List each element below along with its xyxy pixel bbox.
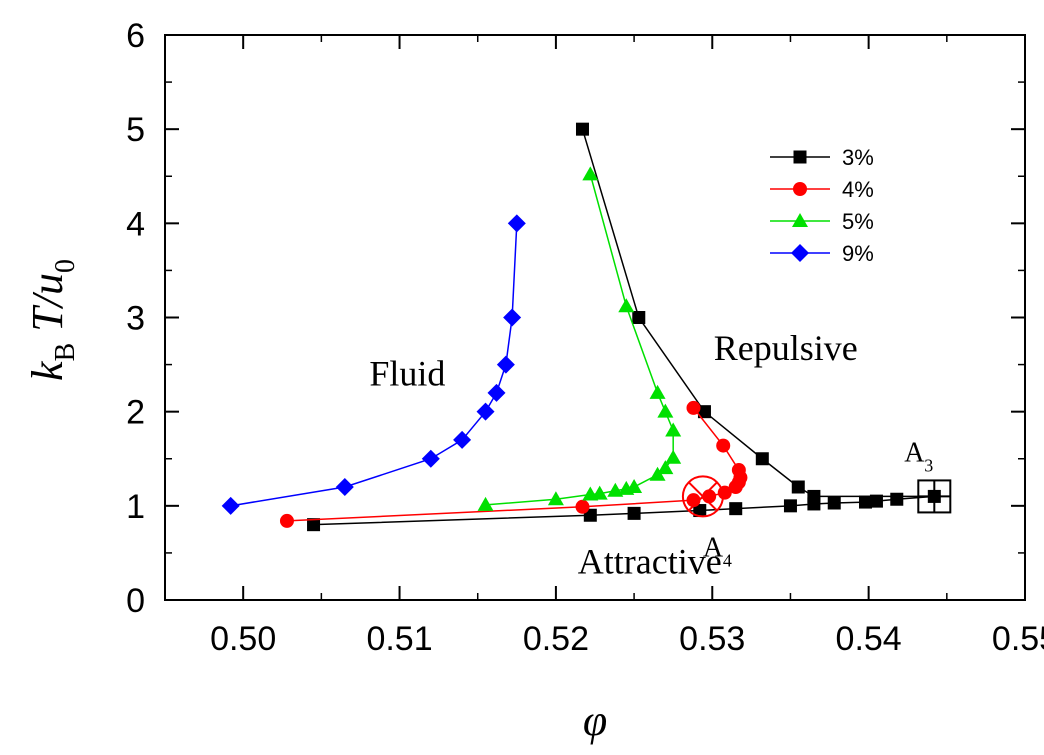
special-point-sub: 3 bbox=[924, 455, 933, 475]
data-point bbox=[335, 478, 354, 496]
data-point bbox=[697, 405, 711, 419]
data-point bbox=[731, 463, 746, 478]
data-point bbox=[807, 489, 821, 503]
x-tick-label: 0.53 bbox=[679, 620, 745, 658]
data-point bbox=[477, 496, 494, 511]
y-tick-label: 3 bbox=[126, 300, 145, 338]
y-axis-title-sub-0: 0 bbox=[50, 259, 81, 273]
data-point bbox=[686, 400, 701, 415]
data-point bbox=[649, 384, 666, 399]
data-point bbox=[649, 466, 666, 481]
special-point-label: A bbox=[904, 437, 925, 468]
y-tick-label: 6 bbox=[126, 17, 145, 55]
data-point bbox=[582, 166, 599, 181]
data-point bbox=[507, 214, 526, 233]
data-point bbox=[453, 430, 472, 449]
data-point bbox=[575, 499, 590, 514]
data-point bbox=[890, 492, 904, 506]
data-point bbox=[729, 502, 743, 516]
data-point bbox=[665, 449, 682, 464]
y-axis-title-sub-b: B bbox=[50, 343, 81, 362]
legend-label: 5% bbox=[842, 209, 874, 234]
data-point bbox=[547, 491, 564, 506]
special-point-x2 bbox=[688, 481, 718, 512]
special-points: A 3A 4 bbox=[681, 437, 952, 570]
series-1 bbox=[279, 400, 748, 528]
data-point bbox=[221, 496, 240, 515]
y-axis-title-mid: T/u bbox=[23, 273, 72, 343]
y-tick-label: 2 bbox=[126, 394, 145, 432]
data-point bbox=[487, 383, 506, 402]
data-point bbox=[827, 496, 841, 510]
data-point bbox=[503, 308, 522, 327]
x-tick-label: 0.55 bbox=[992, 620, 1044, 658]
data-point bbox=[657, 460, 674, 475]
data-point bbox=[476, 402, 495, 421]
data-point bbox=[591, 485, 608, 500]
data-point bbox=[783, 499, 797, 513]
x-tick-label: 0.51 bbox=[366, 620, 432, 658]
legend-marker bbox=[793, 182, 807, 196]
data-point bbox=[307, 518, 321, 532]
legend-label: 3% bbox=[842, 145, 874, 170]
x-axis-title: φ bbox=[583, 696, 607, 745]
y-axis-title-k: k bbox=[23, 360, 72, 381]
data-point bbox=[618, 298, 635, 313]
legend-marker bbox=[793, 150, 807, 164]
series-3 bbox=[221, 214, 526, 515]
x-tick-label: 0.52 bbox=[523, 620, 589, 658]
y-tick-label: 1 bbox=[126, 488, 145, 526]
special-point-circle bbox=[681, 475, 724, 518]
data-point bbox=[279, 513, 294, 528]
region-label: Repulsive bbox=[714, 328, 858, 368]
axis-ticks bbox=[164, 34, 1026, 601]
data-point bbox=[496, 355, 515, 374]
legend-label: 9% bbox=[842, 241, 874, 266]
region-label: Fluid bbox=[369, 353, 445, 393]
data-point bbox=[665, 422, 682, 437]
y-axis-title: kB T/u0 bbox=[23, 259, 81, 381]
data-point bbox=[716, 438, 731, 453]
tick-labels: 0.50 0.51 0.52 0.53 0.54 0.55 0 1 2 3 4 5 6 bbox=[126, 17, 1044, 658]
legend-marker bbox=[791, 244, 809, 262]
special-point-sub: 4 bbox=[723, 550, 732, 570]
data-point bbox=[869, 494, 883, 508]
x-tick-label: 0.54 bbox=[836, 620, 902, 658]
data-point bbox=[859, 495, 873, 509]
legend-marker bbox=[792, 213, 808, 227]
series-2 bbox=[477, 166, 682, 511]
data-point bbox=[693, 504, 707, 518]
region-label: Attractive bbox=[578, 542, 722, 582]
data-point bbox=[632, 311, 646, 324]
y-tick-label: 4 bbox=[126, 205, 145, 243]
y-tick-label: 0 bbox=[126, 582, 145, 620]
x-tick-label: 0.50 bbox=[210, 620, 276, 658]
data-point bbox=[627, 506, 641, 520]
data-point bbox=[575, 122, 589, 136]
data-point bbox=[421, 449, 440, 468]
legend: 3% 4% 5% 9% bbox=[770, 145, 874, 266]
y-tick-label: 5 bbox=[126, 111, 145, 149]
legend-label: 4% bbox=[842, 177, 874, 202]
data-point bbox=[755, 452, 769, 466]
special-point-label: A bbox=[703, 532, 724, 563]
data-point bbox=[791, 480, 805, 494]
data-point bbox=[657, 403, 674, 418]
region-annotations: Fluid Repulsive Attractive bbox=[369, 328, 857, 582]
data-point bbox=[626, 479, 643, 493]
